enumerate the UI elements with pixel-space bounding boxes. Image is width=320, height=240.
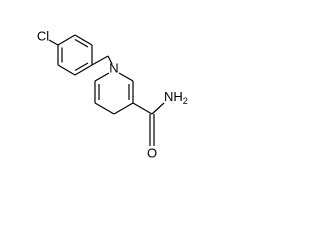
dihydropyridine-ring [94, 72, 134, 115]
structure: Cl N NH2 O [37, 28, 188, 160]
atom-label: Cl [37, 28, 49, 43]
bond [151, 102, 165, 115]
bond [48, 39, 59, 46]
bond [107, 55, 113, 65]
bond [91, 55, 109, 66]
bond [132, 102, 153, 115]
atom-label: NH2 [164, 89, 188, 106]
page: Cl N NH2 O (() => { const data = JSON.pa… [36, 28, 188, 161]
subscript: 2 [183, 96, 188, 106]
benzene-ring [57, 34, 93, 76]
atom-label: N [109, 60, 118, 75]
atom-label: O [147, 145, 157, 160]
atom-label: NH [164, 89, 183, 104]
